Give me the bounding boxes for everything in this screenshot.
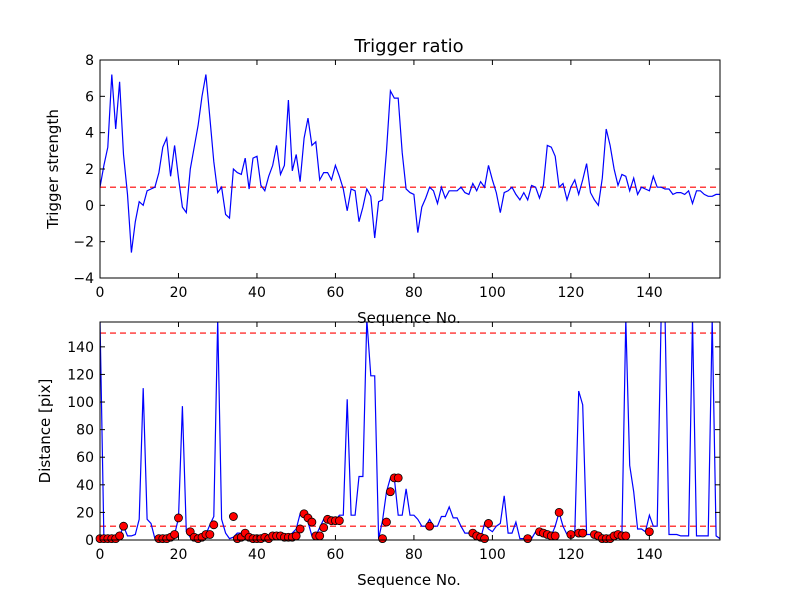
data-point xyxy=(229,512,238,521)
data-point xyxy=(295,524,305,534)
data-point xyxy=(644,527,654,537)
x-tick-label: 140 xyxy=(636,547,663,563)
data-point xyxy=(170,530,179,539)
trigger-x-axis-label: Sequence No. xyxy=(357,309,461,327)
trigger-plot-area xyxy=(100,74,720,253)
x-tick-label: 0 xyxy=(96,547,105,563)
data-point xyxy=(425,521,435,531)
plot-frame xyxy=(99,59,721,279)
y-tick-label: 120 xyxy=(67,367,94,383)
x-tick-label: 20 xyxy=(170,547,188,563)
x-tick-label: 40 xyxy=(248,285,266,301)
data-point xyxy=(378,534,387,544)
y-tick-label: 0 xyxy=(85,198,94,214)
data-point xyxy=(205,530,215,539)
chart-title: Trigger ratio xyxy=(353,36,463,57)
y-tick-label: 80 xyxy=(76,423,94,439)
x-tick-label: 40 xyxy=(248,547,266,563)
distance-y-axis-label: Distance [pix] xyxy=(36,379,54,484)
y-tick-label: 8 xyxy=(85,53,94,69)
data-point xyxy=(319,523,329,532)
x-tick-label: 80 xyxy=(405,285,423,301)
x-tick-label: 60 xyxy=(327,285,345,301)
x-tick-label: 0 xyxy=(96,285,105,301)
data-point xyxy=(315,531,325,541)
data-point xyxy=(174,513,183,523)
data-point xyxy=(480,534,489,544)
y-tick-label: 40 xyxy=(76,478,94,494)
trigger-ratio-subplot: Trigger ratio 0 20 40 60 80 100 120 140 −4 −2 0 2 4 6… xyxy=(44,36,721,327)
y-tick-label: 6 xyxy=(85,89,94,105)
y-tick-label: 140 xyxy=(67,340,94,356)
data-point xyxy=(382,517,391,527)
y-tick-label: −4 xyxy=(73,271,94,287)
distance-subplot: 0 20 40 60 80 100 120 140 0 20 40 60 80 100 120 140 Seq… xyxy=(36,321,721,589)
plot-frame xyxy=(99,321,721,541)
data-point xyxy=(307,517,317,527)
data-point xyxy=(209,520,219,530)
data-point xyxy=(484,519,493,528)
x-tick-label: 120 xyxy=(558,285,585,301)
data-point xyxy=(621,531,631,541)
data-point xyxy=(334,516,344,526)
data-point xyxy=(115,531,125,541)
data-point xyxy=(385,487,395,497)
y-tick-label: 100 xyxy=(67,395,94,411)
data-point xyxy=(554,508,564,517)
x-tick-label: 100 xyxy=(479,547,506,563)
trigger-y-axis-label: Trigger strength xyxy=(44,109,62,230)
x-tick-label: 20 xyxy=(170,285,188,301)
y-tick-label: 2 xyxy=(85,162,94,178)
x-tick-label: 120 xyxy=(558,547,585,563)
data-point xyxy=(550,531,560,541)
y-tick-label: 20 xyxy=(76,505,94,521)
series-line xyxy=(100,74,720,253)
x-tick-label: 60 xyxy=(327,547,345,563)
y-tick-label: 4 xyxy=(85,126,94,142)
y-tick-label: 0 xyxy=(85,533,94,549)
distance-x-axis-label: Sequence No. xyxy=(357,571,461,589)
series-line xyxy=(100,322,720,540)
data-point xyxy=(119,521,128,531)
data-point xyxy=(578,528,588,538)
data-point xyxy=(523,534,533,544)
x-tick-label: 140 xyxy=(636,285,663,301)
y-tick-label: 60 xyxy=(76,450,94,466)
y-tick-label: −2 xyxy=(73,235,94,251)
data-point xyxy=(393,473,403,483)
x-tick-label: 80 xyxy=(405,547,423,563)
trigger-axes: 0 20 40 60 80 100 120 140 −4 −2 0 2 4 6 8 xyxy=(73,53,721,301)
distance-axes: 0 20 40 60 80 100 120 140 0 20 40 60 80 100 120 140 xyxy=(67,321,721,563)
x-tick-label: 100 xyxy=(479,285,506,301)
distance-plot-area xyxy=(95,322,720,544)
